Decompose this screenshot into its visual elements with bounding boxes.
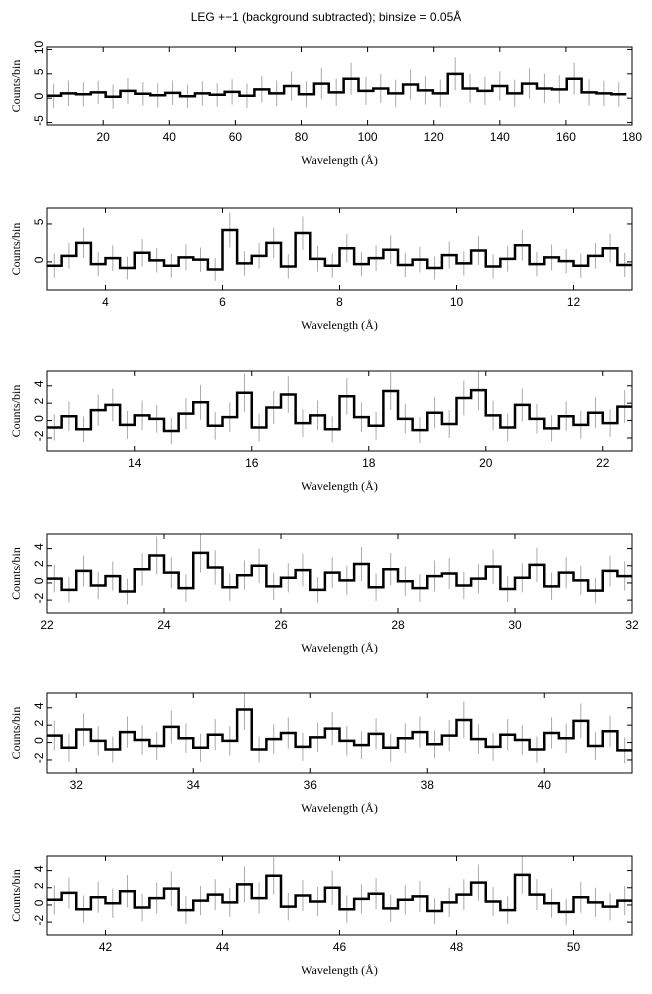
y-axis-label: Counts/bin [9, 707, 23, 760]
x-tick-label: 26 [274, 618, 288, 632]
y-axis-label: Counts/bin [9, 60, 23, 113]
y-tick-label: -2 [32, 592, 46, 603]
y-tick-label: 2 [32, 720, 46, 727]
y-tick-label: 0 [32, 256, 46, 263]
x-tick-label: 48 [450, 940, 464, 954]
x-tick-label: 40 [538, 778, 552, 792]
spectrum [47, 708, 632, 752]
y-tick-label: 4 [32, 380, 46, 387]
x-axis-label: Wavelength (Å) [301, 801, 378, 815]
spectrum [47, 551, 632, 593]
y-tick-label: 2 [32, 398, 46, 405]
x-tick-label: 22 [596, 456, 610, 470]
plot-frame [46, 370, 633, 452]
x-tick-label: 42 [99, 940, 113, 954]
spectrum [47, 388, 632, 433]
plot-frame [46, 46, 633, 126]
y-tick-label: -2 [32, 430, 46, 441]
x-tick-label: 20 [97, 130, 111, 144]
y-tick-label: 0 [32, 415, 46, 422]
x-tick-label: 32 [625, 618, 639, 632]
x-tick-label: 46 [333, 940, 347, 954]
x-tick-label: 180 [622, 130, 642, 144]
y-tick-label: 5 [32, 218, 46, 225]
x-tick-label: 22 [40, 618, 54, 632]
x-tick-label: 60 [229, 130, 243, 144]
x-tick-label: 100 [358, 130, 378, 144]
x-tick-label: 140 [490, 130, 510, 144]
x-tick-label: 18 [362, 456, 376, 470]
x-axis-label: Wavelength (Å) [301, 963, 378, 977]
x-tick-label: 40 [163, 130, 177, 144]
y-tick-label: 5 [32, 68, 46, 75]
spectrum [47, 72, 627, 98]
x-tick-label: 120 [424, 130, 444, 144]
x-tick-label: 28 [391, 618, 405, 632]
x-tick-label: 160 [556, 130, 576, 144]
y-tick-label: -2 [32, 914, 46, 925]
y-axis-label: Counts/bin [9, 223, 23, 276]
plot-frame [46, 692, 633, 774]
x-tick-label: 4 [102, 295, 109, 309]
y-tick-label: 0 [32, 737, 46, 744]
x-tick-label: 50 [567, 940, 581, 954]
y-tick-label: -2 [32, 752, 46, 763]
x-tick-label: 38 [421, 778, 435, 792]
x-tick-label: 16 [245, 456, 259, 470]
plot-frame [46, 533, 633, 614]
y-tick-label: 2 [32, 882, 46, 889]
y-tick-label: 4 [32, 702, 46, 709]
chart-title: LEG +−1 (background subtracted); binsize… [191, 9, 462, 24]
y-tick-label: 0 [32, 899, 46, 906]
x-tick-label: 44 [216, 940, 230, 954]
y-tick-label: 0 [32, 93, 46, 100]
x-tick-label: 20 [479, 456, 493, 470]
spectrum [47, 873, 632, 914]
x-tick-label: 24 [157, 618, 171, 632]
x-tick-label: 80 [295, 130, 309, 144]
y-tick-label: 4 [32, 543, 46, 550]
y-tick-label: 2 [32, 560, 46, 567]
x-axis-label: Wavelength (Å) [301, 479, 378, 493]
x-axis-label: Wavelength (Å) [301, 153, 378, 167]
x-axis-label: Wavelength (Å) [301, 641, 378, 655]
x-tick-label: 6 [219, 295, 226, 309]
y-tick-label: -5 [32, 115, 46, 126]
x-tick-label: 36 [304, 778, 318, 792]
y-tick-label: 4 [32, 865, 46, 872]
x-tick-label: 34 [187, 778, 201, 792]
x-tick-label: 12 [567, 295, 581, 309]
y-axis-label: Counts/bin [9, 385, 23, 438]
x-tick-label: 32 [70, 778, 84, 792]
spectrum [47, 228, 632, 271]
y-tick-label: 0 [32, 577, 46, 584]
y-axis-label: Counts/bin [9, 547, 23, 600]
x-tick-label: 30 [508, 618, 522, 632]
x-tick-label: 8 [336, 295, 343, 309]
x-tick-label: 14 [128, 456, 142, 470]
y-axis-label: Counts/bin [9, 869, 23, 922]
x-tick-label: 10 [450, 295, 464, 309]
y-tick-label: 10 [32, 40, 46, 54]
x-axis-label: Wavelength (Å) [301, 318, 378, 332]
